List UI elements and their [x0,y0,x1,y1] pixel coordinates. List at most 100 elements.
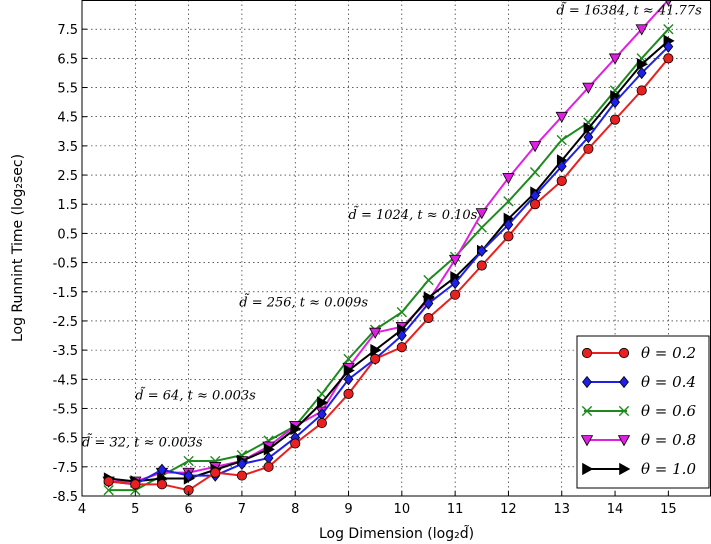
legend-marker [582,375,592,389]
y-tick-label: 4.5 [57,111,78,126]
data-point [635,24,648,36]
y-axis-label: Log Runnint Time (log₂sec) [10,154,26,342]
data-point [423,297,434,310]
data-point [263,461,274,472]
annotations: d̃ = 32, t ≈ 0.003s d̃ = 64, t ≈ 0.003s d̃… [82,2,702,451]
series-line [108,40,670,483]
legend: θ = 0.2 θ = 0.4 θ = 0.6 θ = 0.8 θ = 1.0 [576,335,710,489]
data-point [290,438,301,449]
y-tick-label: -6.5 [53,432,78,447]
x-tick-label: 9 [344,502,352,517]
legend-label: θ = 0.8 [641,431,696,449]
x-tick-label: 5 [131,502,139,517]
series-layer [102,0,675,496]
data-point [556,175,567,186]
y-tick-label: 1.5 [57,198,78,213]
data-point [476,222,487,233]
data-point [237,457,247,471]
legend-marker [619,375,629,389]
data-point [476,260,487,271]
y-tick-label: -3.5 [53,344,78,359]
annotation-label: d̃ = 1024, t ≈ 0.10s [349,206,478,223]
data-point [503,231,514,242]
y-tick-label: -5.5 [53,402,78,417]
legend-label: θ = 0.6 [641,402,696,420]
data-point [503,196,514,207]
series-1 [103,53,674,496]
annotation-label: d̃ = 32, t ≈ 0.003s [82,434,203,451]
legend-item: θ = 1.0 [582,460,696,478]
data-point [583,130,594,144]
x-tick-label: 8 [291,502,299,517]
data-point [396,307,408,318]
data-point [609,114,621,125]
y-tick-label: 3.5 [57,140,78,155]
x-tick-label: 13 [553,502,570,517]
data-point [503,218,514,231]
x-tick-label: 14 [607,502,624,517]
legend-marker [618,347,630,359]
y-tick-label: -2.5 [53,315,78,330]
data-point [423,274,434,286]
legend-marker [617,435,631,447]
annotation-label: d̃ = 64, t ≈ 0.003s [135,387,256,404]
data-point [583,143,594,154]
data-point [450,276,461,290]
data-point [636,58,649,71]
legend-item: θ = 0.6 [581,402,696,420]
data-point [210,467,221,478]
legend-label: θ = 0.4 [641,373,696,391]
y-tick-label: -7.5 [53,461,78,476]
y-tick-label: -0.5 [53,257,78,272]
series-line [108,57,670,492]
x-tick-label: 4 [78,502,86,517]
legend-label: θ = 1.0 [641,460,696,478]
data-point [156,479,168,490]
data-point [529,166,541,178]
y-tick-label: 0.5 [57,227,78,242]
y-tick-label: 7.5 [57,23,78,38]
x-axis-label: Log Dimension (log₂d̃) [319,525,474,542]
x-tick-label: 10 [394,502,411,517]
data-point [183,469,194,482]
y-tick-label: 5.5 [57,82,78,97]
data-point [263,443,275,456]
legend-marker [618,405,630,417]
data-point [370,353,381,364]
x-tick-label: 15 [660,502,677,517]
data-point [476,244,487,258]
legend-item: θ = 0.4 [582,373,696,391]
axis-ticks: 4 5 6 7 8 9 10 11 12 13 14 15 -8.5 -7.5 -6.5 -5.5 -4.5 -3… [53,23,677,517]
data-point [608,53,622,65]
data-point [636,66,647,80]
series-line [108,45,670,486]
data-point [583,122,595,135]
data-point [423,312,434,324]
series-line [108,28,670,492]
legend-item: θ = 0.8 [580,431,696,449]
data-point [555,111,568,124]
data-point [530,199,541,210]
data-point [582,82,595,94]
data-point [610,95,620,109]
y-tick-label: -8.5 [53,490,78,505]
data-point [370,343,382,357]
legend-item: θ = 0.2 [581,344,696,362]
legend-marker [581,405,593,417]
y-tick-label: -1.5 [53,286,78,301]
data-point [103,484,114,496]
x-tick-label: 11 [447,502,464,517]
legend-label: θ = 0.2 [641,344,696,362]
data-point [663,53,674,64]
x-tick-label: 7 [238,502,246,517]
series-line [108,0,670,483]
data-point [396,342,407,353]
data-point [663,24,674,35]
data-point [316,417,327,429]
data-point [450,289,461,300]
data-point [663,40,674,53]
data-point [343,373,354,386]
data-point [556,134,567,146]
legend-marker [582,462,594,476]
